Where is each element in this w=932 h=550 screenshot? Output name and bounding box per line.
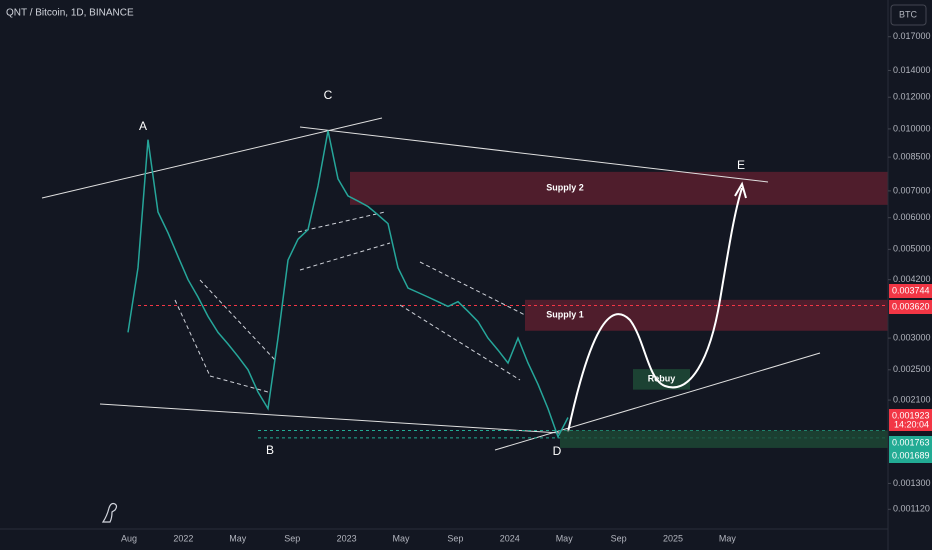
point-label: E <box>737 158 745 172</box>
y-tick-label: 0.006000 <box>893 212 931 222</box>
point-label: A <box>139 119 147 133</box>
zones: Supply 2 Supply 1 Rebuy <box>350 171 888 390</box>
zone <box>633 369 690 390</box>
y-tick-label: 0.004200 <box>893 274 931 284</box>
price-label-bg <box>889 284 932 298</box>
point-label: B <box>266 443 274 457</box>
chart-title: QNT / Bitcoin, 1D, BINANCE <box>6 8 134 19</box>
levels <box>138 304 888 448</box>
x-tick-label: 2022 <box>173 533 193 543</box>
y-tick-label: 0.010000 <box>893 123 931 133</box>
y-tick-label: 0.014000 <box>893 65 931 75</box>
y-tick-label: 0.001300 <box>893 478 931 488</box>
y-tick-label: 0.003000 <box>893 332 931 342</box>
x-tick-label: May <box>229 533 247 543</box>
price-label-bg <box>889 449 932 463</box>
y-tick-label: 0.007000 <box>893 185 931 195</box>
countdown: 14:20:04 <box>894 419 929 429</box>
y-tick-label: 0.005000 <box>893 244 931 254</box>
currency[interactable]: BTC <box>899 9 918 19</box>
trend-line <box>494 352 821 451</box>
zone-label: Supply 2 <box>546 183 584 193</box>
y-tick-label: 0.017000 <box>893 31 931 41</box>
price-label: 0.003620 <box>892 301 930 311</box>
point-label: D <box>553 444 562 458</box>
x-tick-label: Aug <box>121 533 137 543</box>
price-label: 0.003744 <box>892 285 930 295</box>
x-tick-label: Sep <box>447 533 463 543</box>
x-tick-label: Sep <box>284 533 300 543</box>
channels <box>174 211 526 393</box>
zone <box>350 171 888 205</box>
drawings <box>41 117 821 451</box>
x-tick-label: 2024 <box>500 533 520 543</box>
point-label: C <box>324 88 333 102</box>
x-tick-label: 2025 <box>663 533 683 543</box>
price-line <box>127 130 569 439</box>
x-tick-label: May <box>556 533 574 543</box>
price-label: 0.001689 <box>892 450 930 460</box>
price-label-bg <box>889 436 932 450</box>
price-label: 0.001923 <box>892 410 930 420</box>
x-tick-label: May <box>392 533 410 543</box>
zone <box>525 299 888 331</box>
y-tick-label: 0.002500 <box>893 364 931 374</box>
y-tick-label: 0.012000 <box>893 92 931 102</box>
plot: A B C D E <box>127 88 745 458</box>
trend-line <box>299 126 769 183</box>
y-tick-label: 0.002100 <box>893 394 931 404</box>
axis-labels: 0.017000 0.014000 0.012000 0.010000 0.008500… <box>121 31 932 543</box>
projection-arrow <box>567 187 743 433</box>
logo <box>101 502 118 523</box>
currency-box[interactable] <box>890 4 927 26</box>
trend-line <box>99 403 561 434</box>
zone-label: Rebuy <box>648 374 676 384</box>
price-label-bg <box>889 409 932 431</box>
x-tick-label: 2023 <box>337 533 357 543</box>
y-tick-label: 0.001120 <box>893 504 930 514</box>
price-label-bg <box>889 300 932 314</box>
arrow-head <box>734 181 747 199</box>
trend-line <box>41 117 383 199</box>
support-zone <box>560 430 888 448</box>
price-label: 0.001763 <box>892 437 930 447</box>
zone-label: Supply 1 <box>546 310 584 320</box>
x-tick-label: May <box>719 533 737 543</box>
x-tick-label: Sep <box>611 533 627 543</box>
y-tick-label: 0.008500 <box>893 152 931 162</box>
